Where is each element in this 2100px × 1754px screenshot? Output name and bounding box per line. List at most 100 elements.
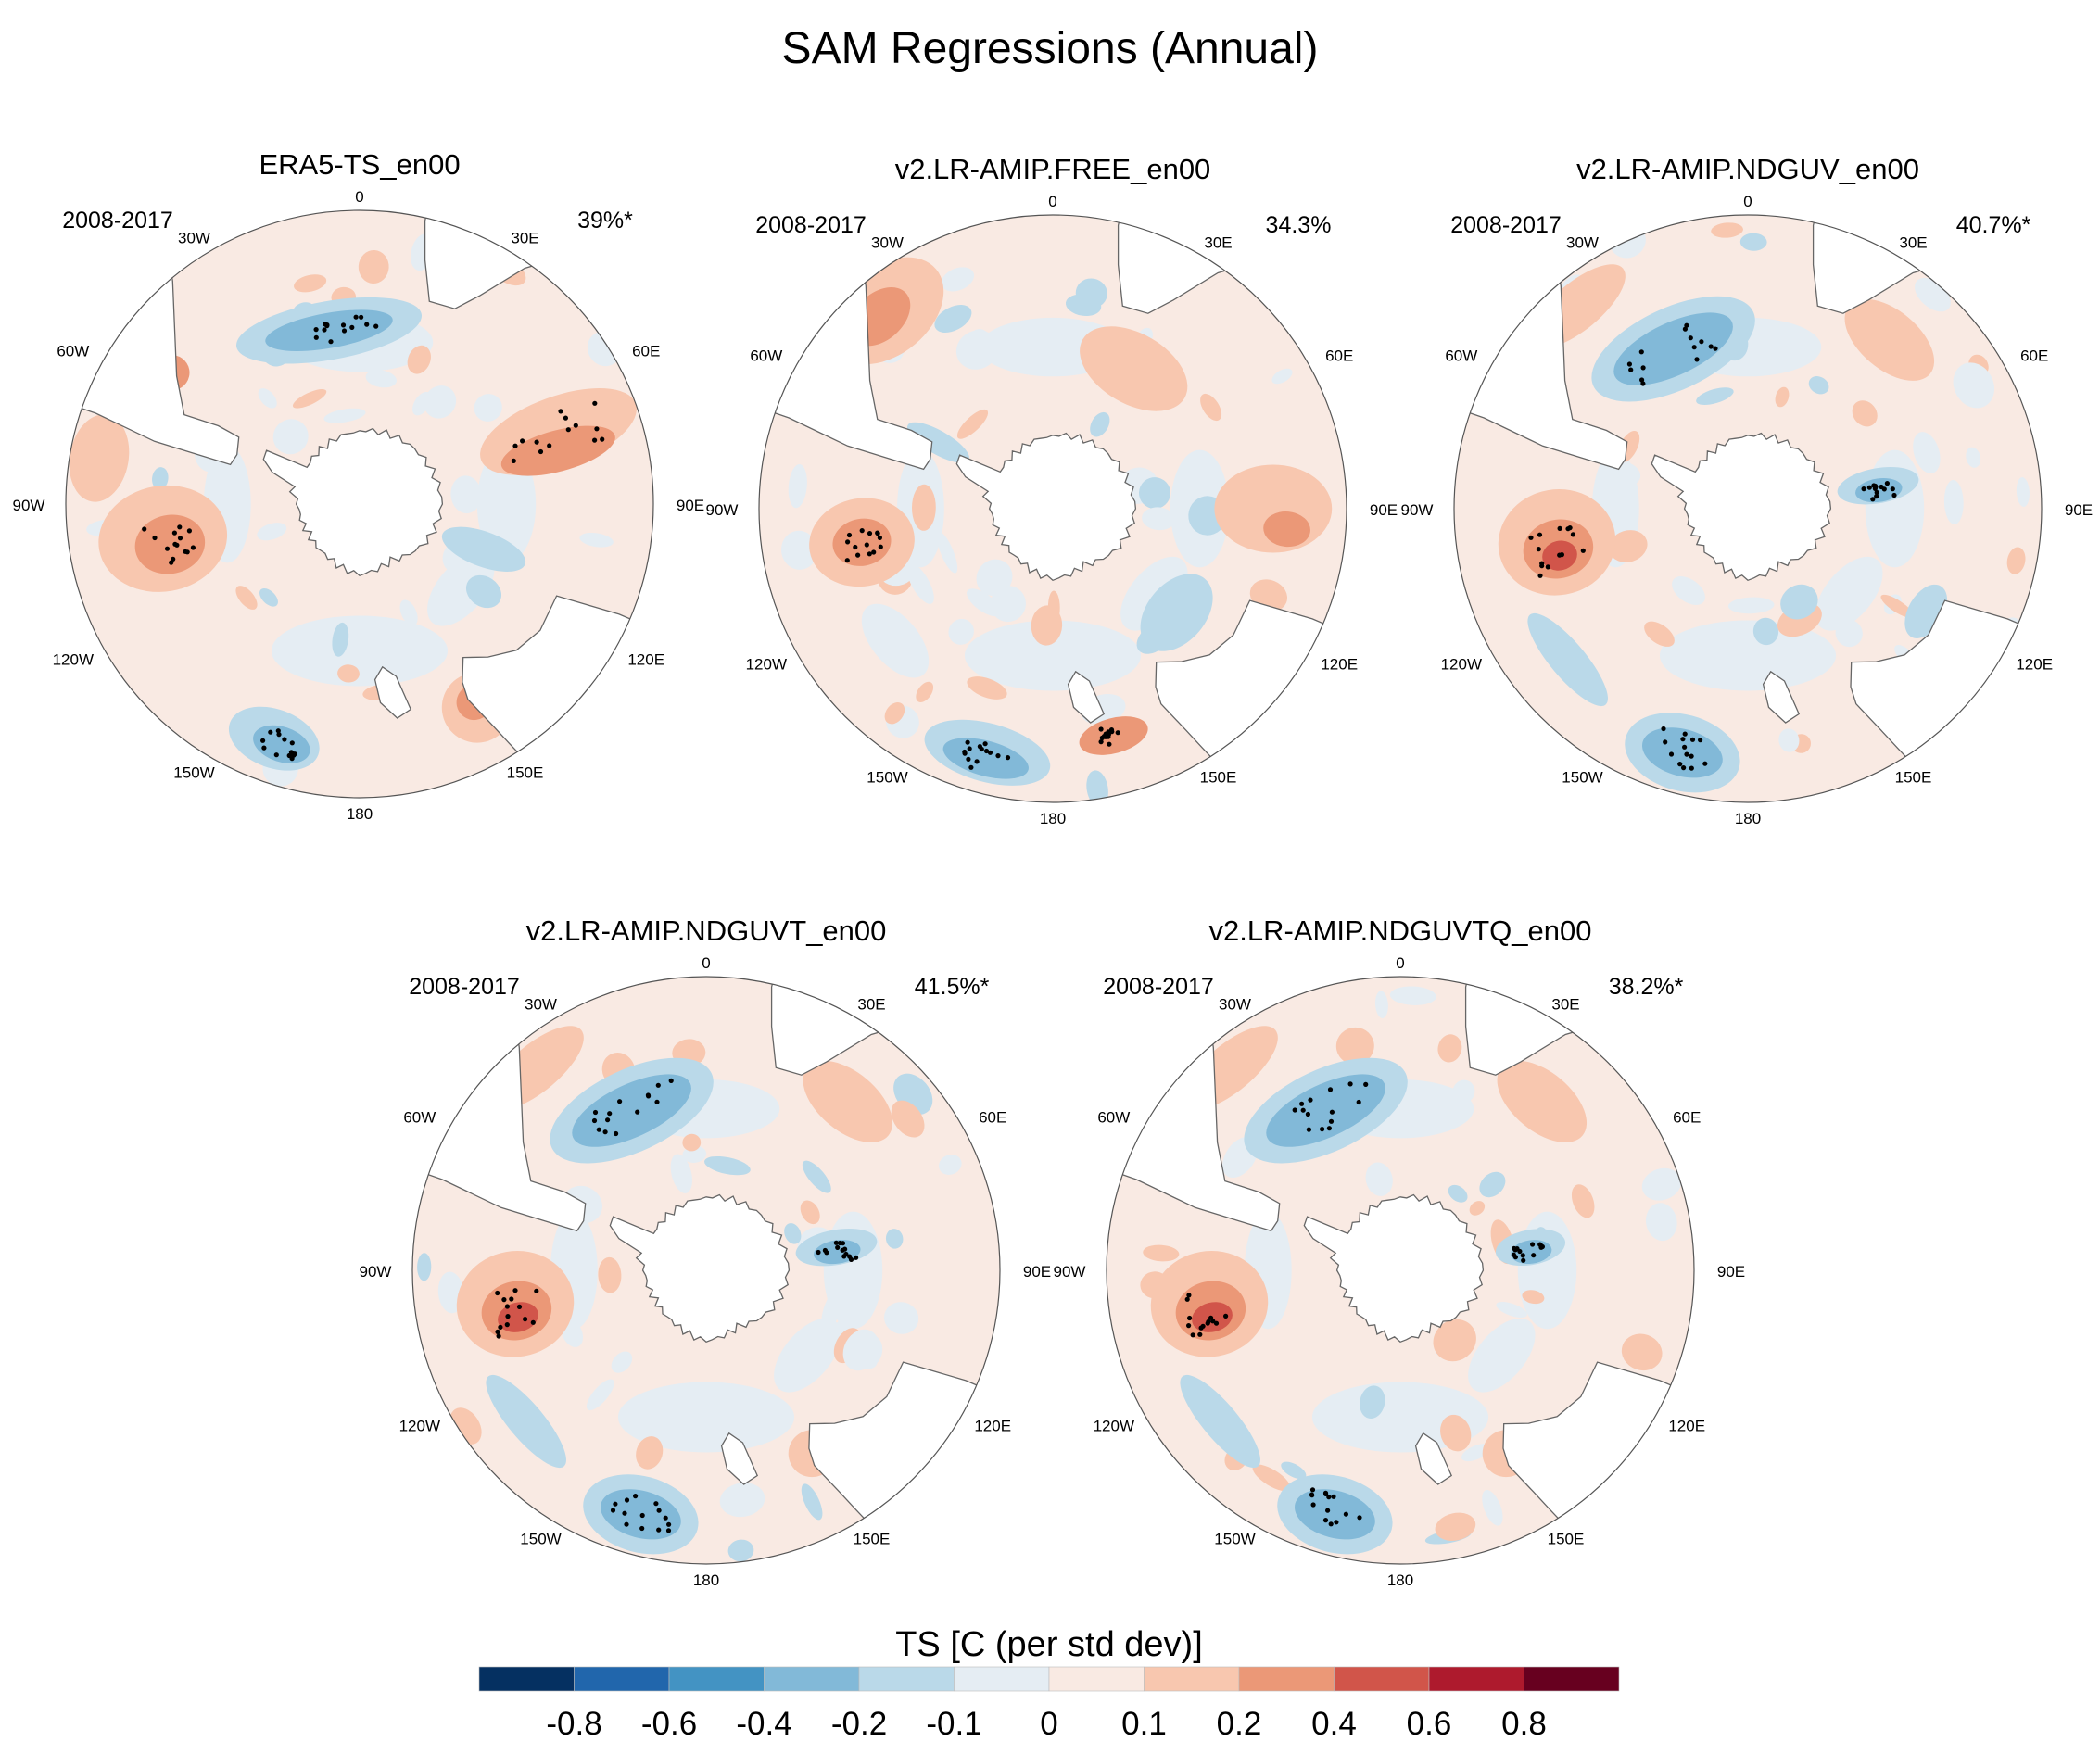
significance-stipple (534, 1288, 539, 1293)
significance-stipple (1689, 737, 1696, 742)
contour-fill (365, 370, 398, 388)
significance-stipple (276, 732, 282, 738)
contour-fill (1739, 233, 1767, 251)
longitude-label: 180 (1040, 810, 1066, 827)
longitude-label: 120W (399, 1418, 440, 1435)
significance-stipple (1357, 1515, 1362, 1521)
panel-title: v2.LR-AMIP.NDGUV_en00 (1576, 153, 1919, 185)
landmass-australia (1850, 599, 2033, 769)
significance-stipple (1306, 1127, 1311, 1132)
significance-stipple (1689, 753, 1694, 759)
significance-stipple (1681, 765, 1687, 771)
panel-period: 2008-2017 (755, 212, 867, 238)
significance-stipple (501, 1297, 507, 1303)
contour-fill (1090, 411, 1110, 437)
contour-fill (337, 664, 360, 683)
contour-fill (1271, 368, 1293, 385)
significance-stipple (848, 1256, 854, 1262)
contour-fill (941, 267, 975, 292)
significance-stipple (1197, 1331, 1203, 1337)
contour-fill (292, 389, 327, 409)
contour-fill (826, 1317, 850, 1356)
significance-stipple (313, 327, 319, 333)
significance-stipple (171, 530, 177, 536)
panel-pattern-correlation: 34.3% (1266, 212, 1332, 238)
contour-fill (272, 419, 309, 455)
longitude-label: 150E (507, 763, 544, 781)
longitude-label: 120W (53, 651, 94, 669)
contour-fill (1452, 1079, 1475, 1104)
contour-fill (1880, 594, 1914, 618)
significance-stipple (1537, 532, 1543, 537)
significance-stipple (1628, 367, 1634, 372)
contour-fill (1140, 574, 1213, 651)
significance-stipple (1326, 1495, 1332, 1500)
contour-fill (891, 1100, 925, 1138)
contour-fill (1621, 1333, 1663, 1371)
contour-fill (259, 587, 278, 607)
contour-fill (884, 702, 905, 725)
landmass-australia (1502, 1361, 1686, 1531)
significance-stipple (289, 740, 295, 746)
longitude-label: 90E (1023, 1263, 1051, 1281)
longitude-label: 90E (2065, 501, 2093, 519)
contour-fill (802, 1160, 831, 1193)
contour-fill (1711, 222, 1743, 238)
significance-stipple (261, 745, 267, 751)
contour-fill (1318, 1407, 1335, 1427)
contour-fill (774, 1318, 841, 1393)
landmass-antarctica (1651, 432, 1832, 582)
contour-fill (1482, 1490, 1503, 1526)
contour-fill (1335, 1027, 1374, 1065)
significance-stipple (875, 531, 880, 536)
contour-fill (1047, 590, 1060, 625)
significance-stipple (1626, 361, 1632, 367)
significance-stipple (1528, 535, 1534, 540)
map-boundary (65, 209, 654, 799)
significance-stipple (1567, 525, 1573, 531)
longitude-label: 150W (1214, 1530, 1255, 1547)
significance-stipple (1691, 345, 1697, 350)
significance-stipple (1328, 1118, 1335, 1124)
contour-fill (441, 526, 526, 572)
contour-fill (417, 1253, 432, 1281)
contour-fill (1360, 1385, 1385, 1420)
contour-fill (1075, 278, 1107, 309)
contour-fill (1522, 1290, 1545, 1305)
contour-fill (1139, 477, 1170, 510)
landmass-new-zealand (1067, 670, 1106, 724)
contour-fill (934, 304, 972, 334)
significance-stipple (511, 458, 516, 463)
significance-stipple (1327, 1087, 1334, 1092)
contour-fill (1517, 1211, 1577, 1330)
significance-stipple (313, 334, 319, 340)
contour-fill (1440, 1414, 1472, 1452)
significance-stipple (1708, 344, 1714, 349)
significance-stipple (504, 1322, 510, 1328)
contour-fill (1780, 584, 1818, 620)
contour-fill (572, 1074, 691, 1147)
significance-stipple (835, 1244, 841, 1250)
contour-fill (1835, 619, 1863, 648)
contour-fill (1374, 991, 1388, 1018)
colorbar-swatch (1144, 1666, 1240, 1692)
significance-stipple (594, 426, 600, 432)
contour-fill (450, 475, 482, 514)
significance-stipple (538, 448, 544, 455)
contour-fill (1696, 387, 1734, 405)
significance-stipple (1545, 564, 1550, 570)
significance-stipple (558, 409, 563, 414)
significance-stipple (1682, 731, 1688, 737)
colorbar-tick-label: 0 (1040, 1706, 1057, 1742)
significance-stipple (833, 1240, 839, 1245)
longitude-label: 30W (871, 234, 904, 252)
longitude-label: 0 (1396, 954, 1404, 972)
significance-stipple (1309, 1492, 1315, 1497)
significance-stipple (979, 746, 984, 752)
significance-stipple (177, 536, 183, 541)
map-field (1107, 977, 1694, 1564)
significance-stipple (496, 1333, 501, 1339)
colorbar-swatch (858, 1666, 955, 1692)
significance-stipple (1098, 726, 1104, 732)
map-panel: v2.LR-AMIP.FREE_en00 2008-2017 34.3% 0 30E 60… (706, 153, 1398, 827)
